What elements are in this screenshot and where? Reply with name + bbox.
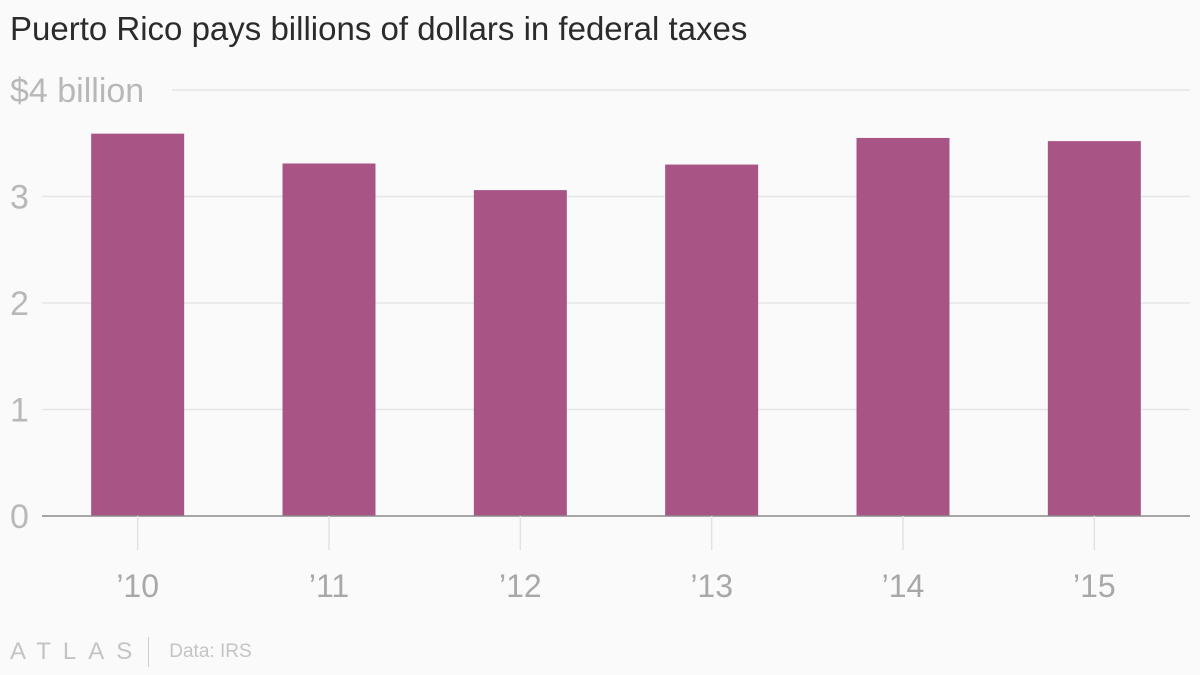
footer: ATLAS Data: IRS — [10, 634, 252, 670]
atlas-logo: ATLAS — [10, 638, 145, 665]
source-note: Data: IRS — [169, 641, 252, 662]
bars — [91, 133, 1141, 517]
y-tick-label: $4 billion — [10, 72, 144, 110]
y-tick-label: 2 — [10, 285, 29, 323]
y-axis-labels: 0 1 2 3 $4 billion — [10, 72, 144, 536]
footer-divider — [148, 637, 150, 667]
x-tick-label: ’15 — [1073, 568, 1116, 604]
x-tick-label: ’13 — [690, 568, 733, 604]
bar — [665, 164, 759, 517]
chart-title: Puerto Rico pays billions of dollars in … — [10, 10, 748, 47]
x-axis-labels: ’10 ’11 ’12 ’13 ’14 ’15 — [116, 568, 1115, 604]
bar — [91, 133, 185, 517]
bar — [1047, 141, 1141, 516]
x-axis — [42, 515, 1190, 550]
y-tick-label: 1 — [10, 392, 29, 430]
bar — [473, 190, 567, 517]
y-tick-label: 0 — [10, 498, 29, 536]
x-tick-label: ’14 — [882, 568, 925, 604]
bar — [282, 163, 376, 517]
y-tick-label: 3 — [10, 179, 29, 217]
x-tick-label: ’10 — [116, 568, 159, 604]
gridlines — [42, 89, 1190, 411]
bar — [856, 137, 950, 517]
x-tick-label: ’12 — [499, 568, 542, 604]
x-tick-label: ’11 — [309, 568, 349, 604]
